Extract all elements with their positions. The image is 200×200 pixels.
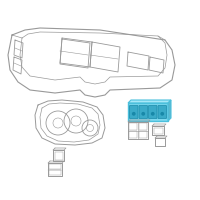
Bar xyxy=(129,123,137,130)
Bar xyxy=(129,131,137,138)
Bar xyxy=(139,131,147,138)
Polygon shape xyxy=(168,100,171,121)
Bar xyxy=(154,128,162,134)
Bar xyxy=(49,170,61,174)
Polygon shape xyxy=(128,100,171,103)
FancyBboxPatch shape xyxy=(130,106,138,118)
Circle shape xyxy=(142,113,144,115)
Circle shape xyxy=(161,113,163,115)
Circle shape xyxy=(152,113,154,115)
FancyBboxPatch shape xyxy=(148,106,157,118)
Polygon shape xyxy=(128,103,168,121)
Bar xyxy=(54,152,62,160)
Bar xyxy=(139,123,147,130)
FancyBboxPatch shape xyxy=(158,106,166,118)
FancyBboxPatch shape xyxy=(139,106,148,118)
Circle shape xyxy=(133,113,135,115)
Bar xyxy=(49,164,61,169)
